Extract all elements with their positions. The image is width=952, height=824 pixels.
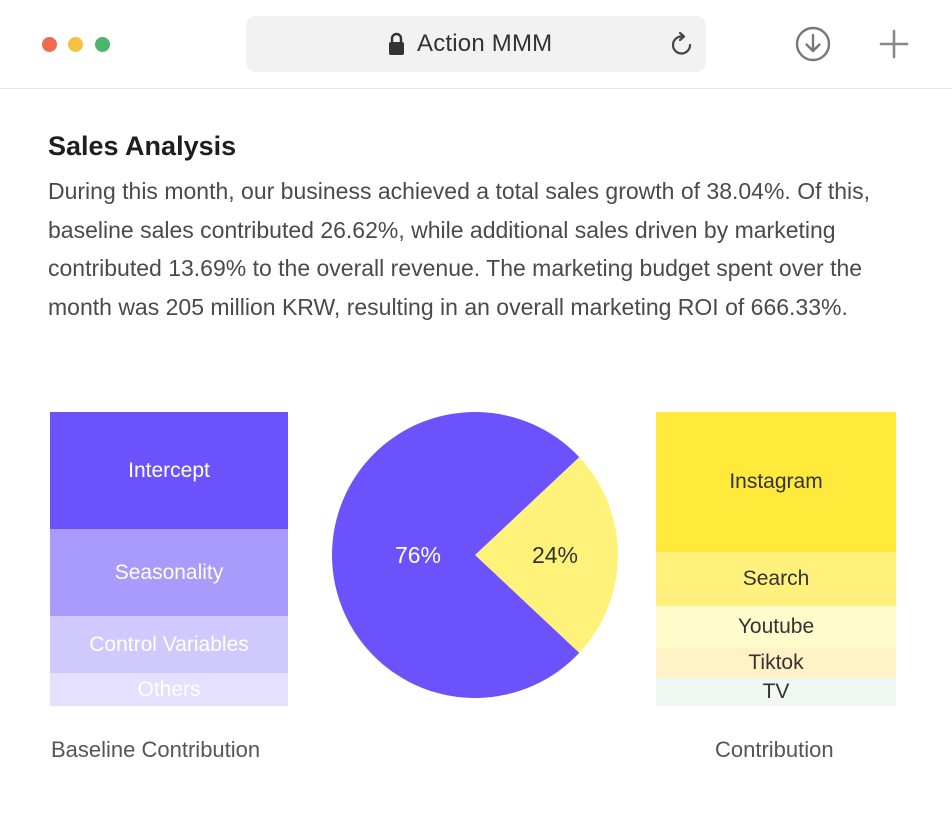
contribution-caption: Contribution xyxy=(715,737,834,762)
maximize-window-button[interactable] xyxy=(95,37,110,52)
marketing-contribution-chart: Instagram Search Youtube Tiktok TV xyxy=(656,412,896,706)
section-title: Sales Analysis xyxy=(48,131,237,161)
download-icon[interactable] xyxy=(795,26,831,62)
segment-seasonality: Seasonality xyxy=(50,529,288,616)
minimize-window-button[interactable] xyxy=(68,37,83,52)
pie-label-marketing: 24% xyxy=(532,542,578,568)
browser-titlebar: Action MMM xyxy=(0,0,952,89)
segment-control-variables: Control Variables xyxy=(50,616,288,673)
segment-tv: TV xyxy=(656,678,896,706)
segment-tiktok: Tiktok xyxy=(656,648,896,678)
sales-pie-chart: 76% 24% xyxy=(332,412,618,698)
address-bar[interactable] xyxy=(246,16,706,72)
page-title: Action MMM xyxy=(417,30,553,57)
segment-others: Others xyxy=(50,673,288,706)
segment-intercept: Intercept xyxy=(50,412,288,529)
baseline-contribution-chart: Intercept Seasonality Control Variables … xyxy=(50,412,288,706)
segment-search: Search xyxy=(656,552,896,606)
segment-instagram: Instagram xyxy=(656,412,896,552)
segment-youtube: Youtube xyxy=(656,606,896,648)
analysis-paragraph: During this month, our business achieved… xyxy=(48,178,871,320)
lock-icon xyxy=(389,32,404,55)
pie-slice-baseline xyxy=(332,412,580,698)
pie-label-baseline: 76% xyxy=(395,542,441,568)
reload-icon[interactable] xyxy=(668,31,696,59)
baseline-caption: Baseline Contribution xyxy=(51,737,261,762)
close-window-button[interactable] xyxy=(42,37,57,52)
pie-slice-marketing xyxy=(475,457,618,653)
plus-icon[interactable] xyxy=(878,28,910,60)
